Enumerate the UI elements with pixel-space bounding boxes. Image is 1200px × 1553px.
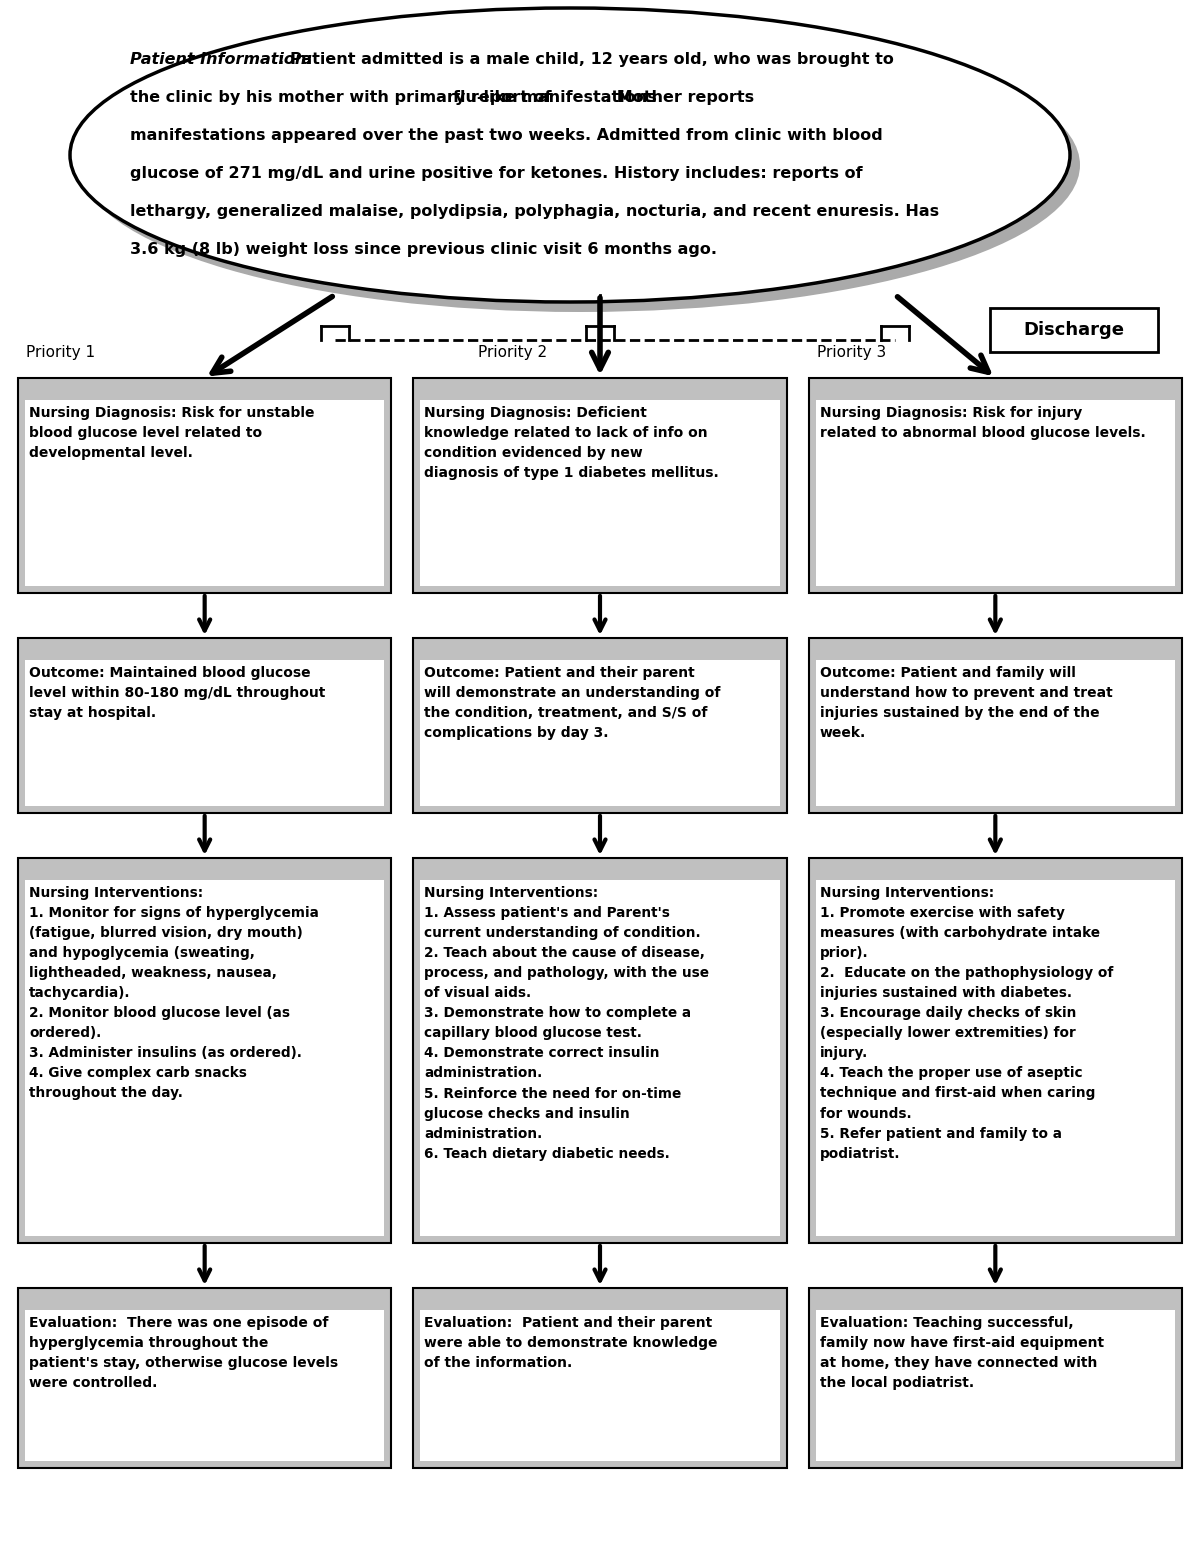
Bar [809,857,1182,1242]
Bar [413,857,787,1242]
Text: glucose of 271 mg/dL and urine positive for ketones. History includes: reports o: glucose of 271 mg/dL and urine positive … [130,166,863,182]
Text: Evaluation:  There was one episode of
hyperglycemia throughout the
patient's sta: Evaluation: There was one episode of hyp… [29,1315,338,1390]
Bar [18,377,391,593]
Text: Nursing Interventions:
1. Assess patient's and Parent's
current understanding of: Nursing Interventions: 1. Assess patient… [425,887,709,1160]
Bar [25,660,384,806]
Text: Discharge: Discharge [1024,321,1124,339]
Bar [25,1311,384,1461]
Bar [816,660,1175,806]
Bar [18,638,391,814]
Bar [420,660,780,806]
Bar [18,1287,391,1468]
Text: Outcome: Patient and family will
understand how to prevent and treat
injuries su: Outcome: Patient and family will underst… [820,666,1112,741]
Text: . Mother reports: . Mother reports [605,90,754,106]
Text: Evaluation: Teaching successful,
family now have first-aid equipment
at home, th: Evaluation: Teaching successful, family … [820,1315,1104,1390]
Bar [413,377,787,593]
Text: : Patient admitted is a male child, 12 years old, who was brought to: : Patient admitted is a male child, 12 y… [278,51,894,67]
Text: Priority 1: Priority 1 [26,345,95,360]
Bar [816,1311,1175,1461]
Bar [990,307,1158,353]
Text: lethargy, generalized malaise, polydipsia, polyphagia, nocturia, and recent enur: lethargy, generalized malaise, polydipsi… [130,203,940,219]
Bar [25,401,384,585]
Ellipse shape [70,8,1070,301]
Bar [18,857,391,1242]
Bar [413,638,787,814]
Text: Nursing Diagnosis: Risk for injury
related to abnormal blood glucose levels.: Nursing Diagnosis: Risk for injury relat… [820,405,1146,439]
Bar [420,881,780,1236]
Text: 3.6 kg (8 lb) weight loss since previous clinic visit 6 months ago.: 3.6 kg (8 lb) weight loss since previous… [130,242,718,256]
Bar [816,401,1175,585]
Text: Priority 2: Priority 2 [479,345,547,360]
Bar [413,1287,787,1468]
Text: Nursing Diagnosis: Deficient
knowledge related to lack of info on
condition evid: Nursing Diagnosis: Deficient knowledge r… [425,405,719,480]
Text: the clinic by his mother with primary report of: the clinic by his mother with primary re… [130,90,557,106]
Text: manifestations appeared over the past two weeks. Admitted from clinic with blood: manifestations appeared over the past tw… [130,127,883,143]
Bar [809,1287,1182,1468]
Bar [420,1311,780,1461]
Text: Outcome: Patient and their parent
will demonstrate an understanding of
the condi: Outcome: Patient and their parent will d… [425,666,721,741]
Bar [25,881,384,1236]
Bar [809,638,1182,814]
Text: Nursing Interventions:
1. Promote exercise with safety
measures (with carbohydra: Nursing Interventions: 1. Promote exerci… [820,887,1114,1160]
Text: Priority 3: Priority 3 [817,345,886,360]
Text: Evaluation:  Patient and their parent
were able to demonstrate knowledge
of the : Evaluation: Patient and their parent wer… [425,1315,718,1370]
Ellipse shape [80,19,1080,312]
Text: Patient Information:: Patient Information: [130,51,313,67]
Text: Nursing Diagnosis: Risk for unstable
blood glucose level related to
developmenta: Nursing Diagnosis: Risk for unstable blo… [29,405,314,460]
Text: Outcome: Maintained blood glucose
level within 80-180 mg/dL throughout
stay at h: Outcome: Maintained blood glucose level … [29,666,325,721]
Text: Nursing Interventions:
1. Monitor for signs of hyperglycemia
(fatigue, blurred v: Nursing Interventions: 1. Monitor for si… [29,887,319,1101]
Bar [816,881,1175,1236]
Bar [809,377,1182,593]
Bar [420,401,780,585]
Text: flu-like manifestations: flu-like manifestations [454,90,656,106]
